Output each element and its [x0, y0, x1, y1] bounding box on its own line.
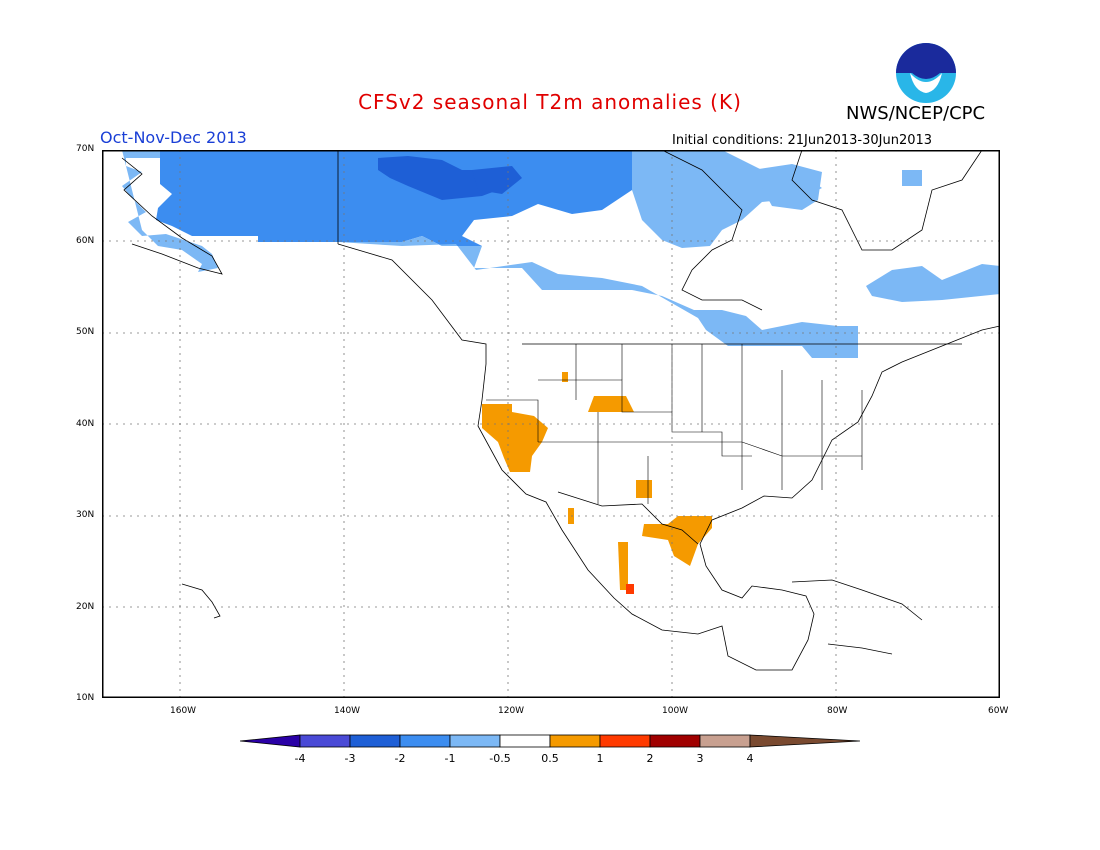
colorbar-label: 2 [646, 752, 654, 765]
lat-label-70n: 70N [76, 144, 95, 154]
lon-label-80w: 80W [827, 706, 848, 716]
colorbar-label: -0.5 [489, 752, 511, 765]
organization-label: NWS/NCEP/CPC [846, 103, 986, 124]
colorbar-label: 1 [596, 752, 604, 765]
colorbar-segment [699, 734, 751, 748]
colorbar-label: -4 [294, 752, 306, 765]
colorbar-segment [349, 734, 401, 748]
colorbar-label: -3 [344, 752, 356, 765]
coastlines [121, 150, 1000, 671]
colorbar [240, 734, 860, 748]
lat-label-30n: 30N [76, 510, 95, 520]
colorbar-label: -1 [444, 752, 456, 765]
cold-anomaly-regions [122, 150, 1000, 358]
colorbar-segment [649, 734, 701, 748]
lat-label-60n: 60N [76, 236, 95, 246]
lat-label-40n: 40N [76, 419, 95, 429]
colorbar-segment [299, 734, 351, 748]
lon-label-120w: 120W [498, 706, 525, 716]
lon-label-160w: 160W [170, 706, 197, 716]
colorbar-segment [749, 734, 860, 748]
gridlines [102, 150, 1000, 698]
colorbar-segment [240, 734, 301, 748]
warm-anomaly-regions [482, 372, 712, 594]
colorbar-segment [449, 734, 501, 748]
lat-label-10n: 10N [76, 693, 95, 703]
anomaly-map [102, 150, 1000, 698]
chart-title: CFSv2 seasonal T2m anomalies (K) [358, 90, 742, 114]
colorbar-label: 3 [696, 752, 704, 765]
lon-label-60w: 60W [988, 706, 1009, 716]
lat-label-20n: 20N [76, 602, 95, 612]
colorbar-label: 4 [746, 752, 754, 765]
colorbar-segment [549, 734, 601, 748]
colorbar-segment [599, 734, 651, 748]
initial-conditions-label: Initial conditions: 21Jun2013-30Jun2013 [672, 133, 933, 148]
lon-label-100w: 100W [662, 706, 689, 716]
season-label: Oct-Nov-Dec 2013 [100, 128, 247, 147]
colorbar-segment [399, 734, 451, 748]
noaa-logo [896, 43, 956, 103]
colorbar-label: -2 [394, 752, 406, 765]
colorbar-segment [499, 734, 551, 748]
lat-label-50n: 50N [76, 327, 95, 337]
lon-label-140w: 140W [334, 706, 361, 716]
state-borders [486, 344, 863, 504]
colorbar-label: 0.5 [541, 752, 559, 765]
